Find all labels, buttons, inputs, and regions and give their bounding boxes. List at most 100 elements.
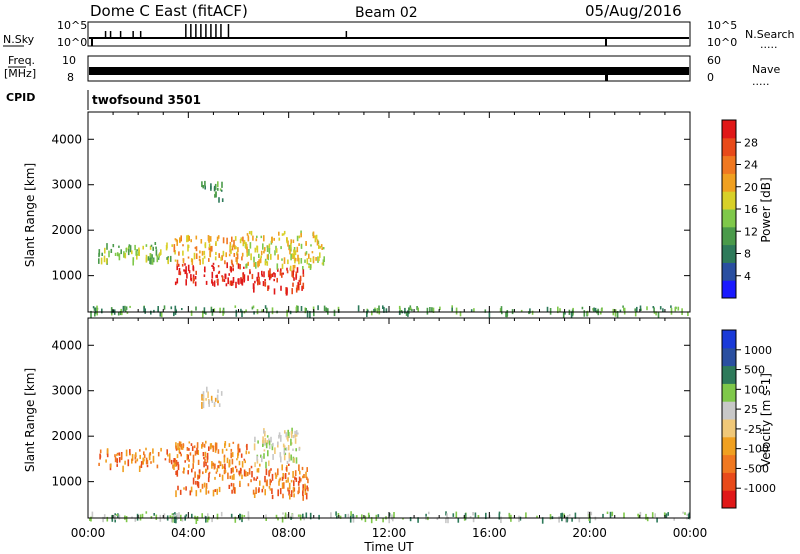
data-cell [230,266,232,271]
data-cell [174,250,176,255]
data-cell [285,447,288,451]
data-cell [94,311,96,317]
data-cell [139,454,141,459]
data-cell [170,517,173,523]
data-cell [378,305,380,311]
data-cell [286,460,289,464]
data-cell [204,458,206,463]
data-cell [271,488,273,494]
data-cell [232,281,234,286]
data-cell [281,258,283,261]
data-cell [268,243,271,250]
data-cell [268,470,270,477]
data-cell [212,445,215,452]
data-cell [439,306,441,310]
data-cell [393,512,395,518]
data-cell [214,256,217,261]
data-cell [206,452,209,460]
data-cell [207,391,209,399]
data-cell [124,305,126,311]
data-cell [212,265,215,269]
data-cell [291,427,293,434]
data-cell [195,253,198,259]
data-cell [288,472,290,475]
data-cell [260,255,262,259]
data-cell [235,246,237,250]
data-cell [652,306,655,309]
colorbar-tick-label: 8 [744,248,751,261]
data-cell [253,287,255,293]
data-cell [203,274,206,277]
data-cell [278,231,280,236]
data-cell [241,474,243,480]
data-cell [199,259,201,265]
data-cell [218,253,220,258]
data-cell [239,239,242,244]
data-cell [208,446,210,451]
data-cell [269,488,272,491]
data-cell [152,246,154,251]
data-cell [213,280,216,287]
data-cell [273,288,276,295]
data-cell [208,471,211,474]
data-cell [251,273,254,280]
data-cell [230,452,232,459]
velocity-yticks: 1000 2000 3000 4000 [51,318,691,518]
data-cell [266,307,268,314]
data-cell [267,270,270,278]
data-cell [270,273,272,278]
data-cell [268,446,271,449]
data-cell [673,517,675,521]
data-cell [459,311,462,317]
data-cell [288,452,291,459]
velocity-data-cells [89,386,691,524]
data-cell [284,430,286,434]
data-cell [224,463,226,470]
data-cell [677,306,680,311]
data-cell [197,459,200,465]
data-cell [243,240,246,244]
colorbar-tick-label: 24 [744,159,758,172]
data-cell [317,240,320,244]
data-cell [240,277,242,284]
data-cell [404,307,406,314]
colorbar-segment [722,365,736,384]
data-cell [221,464,224,470]
data-cell [211,311,214,316]
data-cell [149,452,152,456]
data-cell [207,513,209,520]
data-cell [91,511,94,518]
data-cell [281,464,283,471]
data-cell [181,517,184,522]
data-cell [614,310,617,317]
data-cell [233,253,236,257]
data-cell [237,452,239,459]
data-cell [417,517,419,523]
data-cell [277,268,279,272]
data-cell [114,515,117,520]
data-cell [210,395,213,402]
data-cell [192,454,195,462]
data-cell [211,399,214,403]
data-cell [263,235,265,242]
data-cell [562,311,565,318]
data-cell [292,265,295,271]
data-cell [203,443,206,448]
data-cell [156,255,159,263]
data-cell [101,252,103,256]
data-cell [213,185,216,191]
data-cell [294,438,297,444]
data-cell [166,257,168,260]
data-cell [131,454,134,461]
data-cell [325,307,328,313]
colorbar-segment [722,280,736,299]
noise-bottom-tick-right: 10^0 [707,36,737,49]
data-cell [229,241,232,248]
data-cell [180,235,182,242]
data-cell [174,512,176,516]
data-cell [374,309,377,312]
data-cell [92,306,95,309]
data-cell [240,453,243,458]
data-cell [122,305,125,312]
data-cell [546,306,549,313]
